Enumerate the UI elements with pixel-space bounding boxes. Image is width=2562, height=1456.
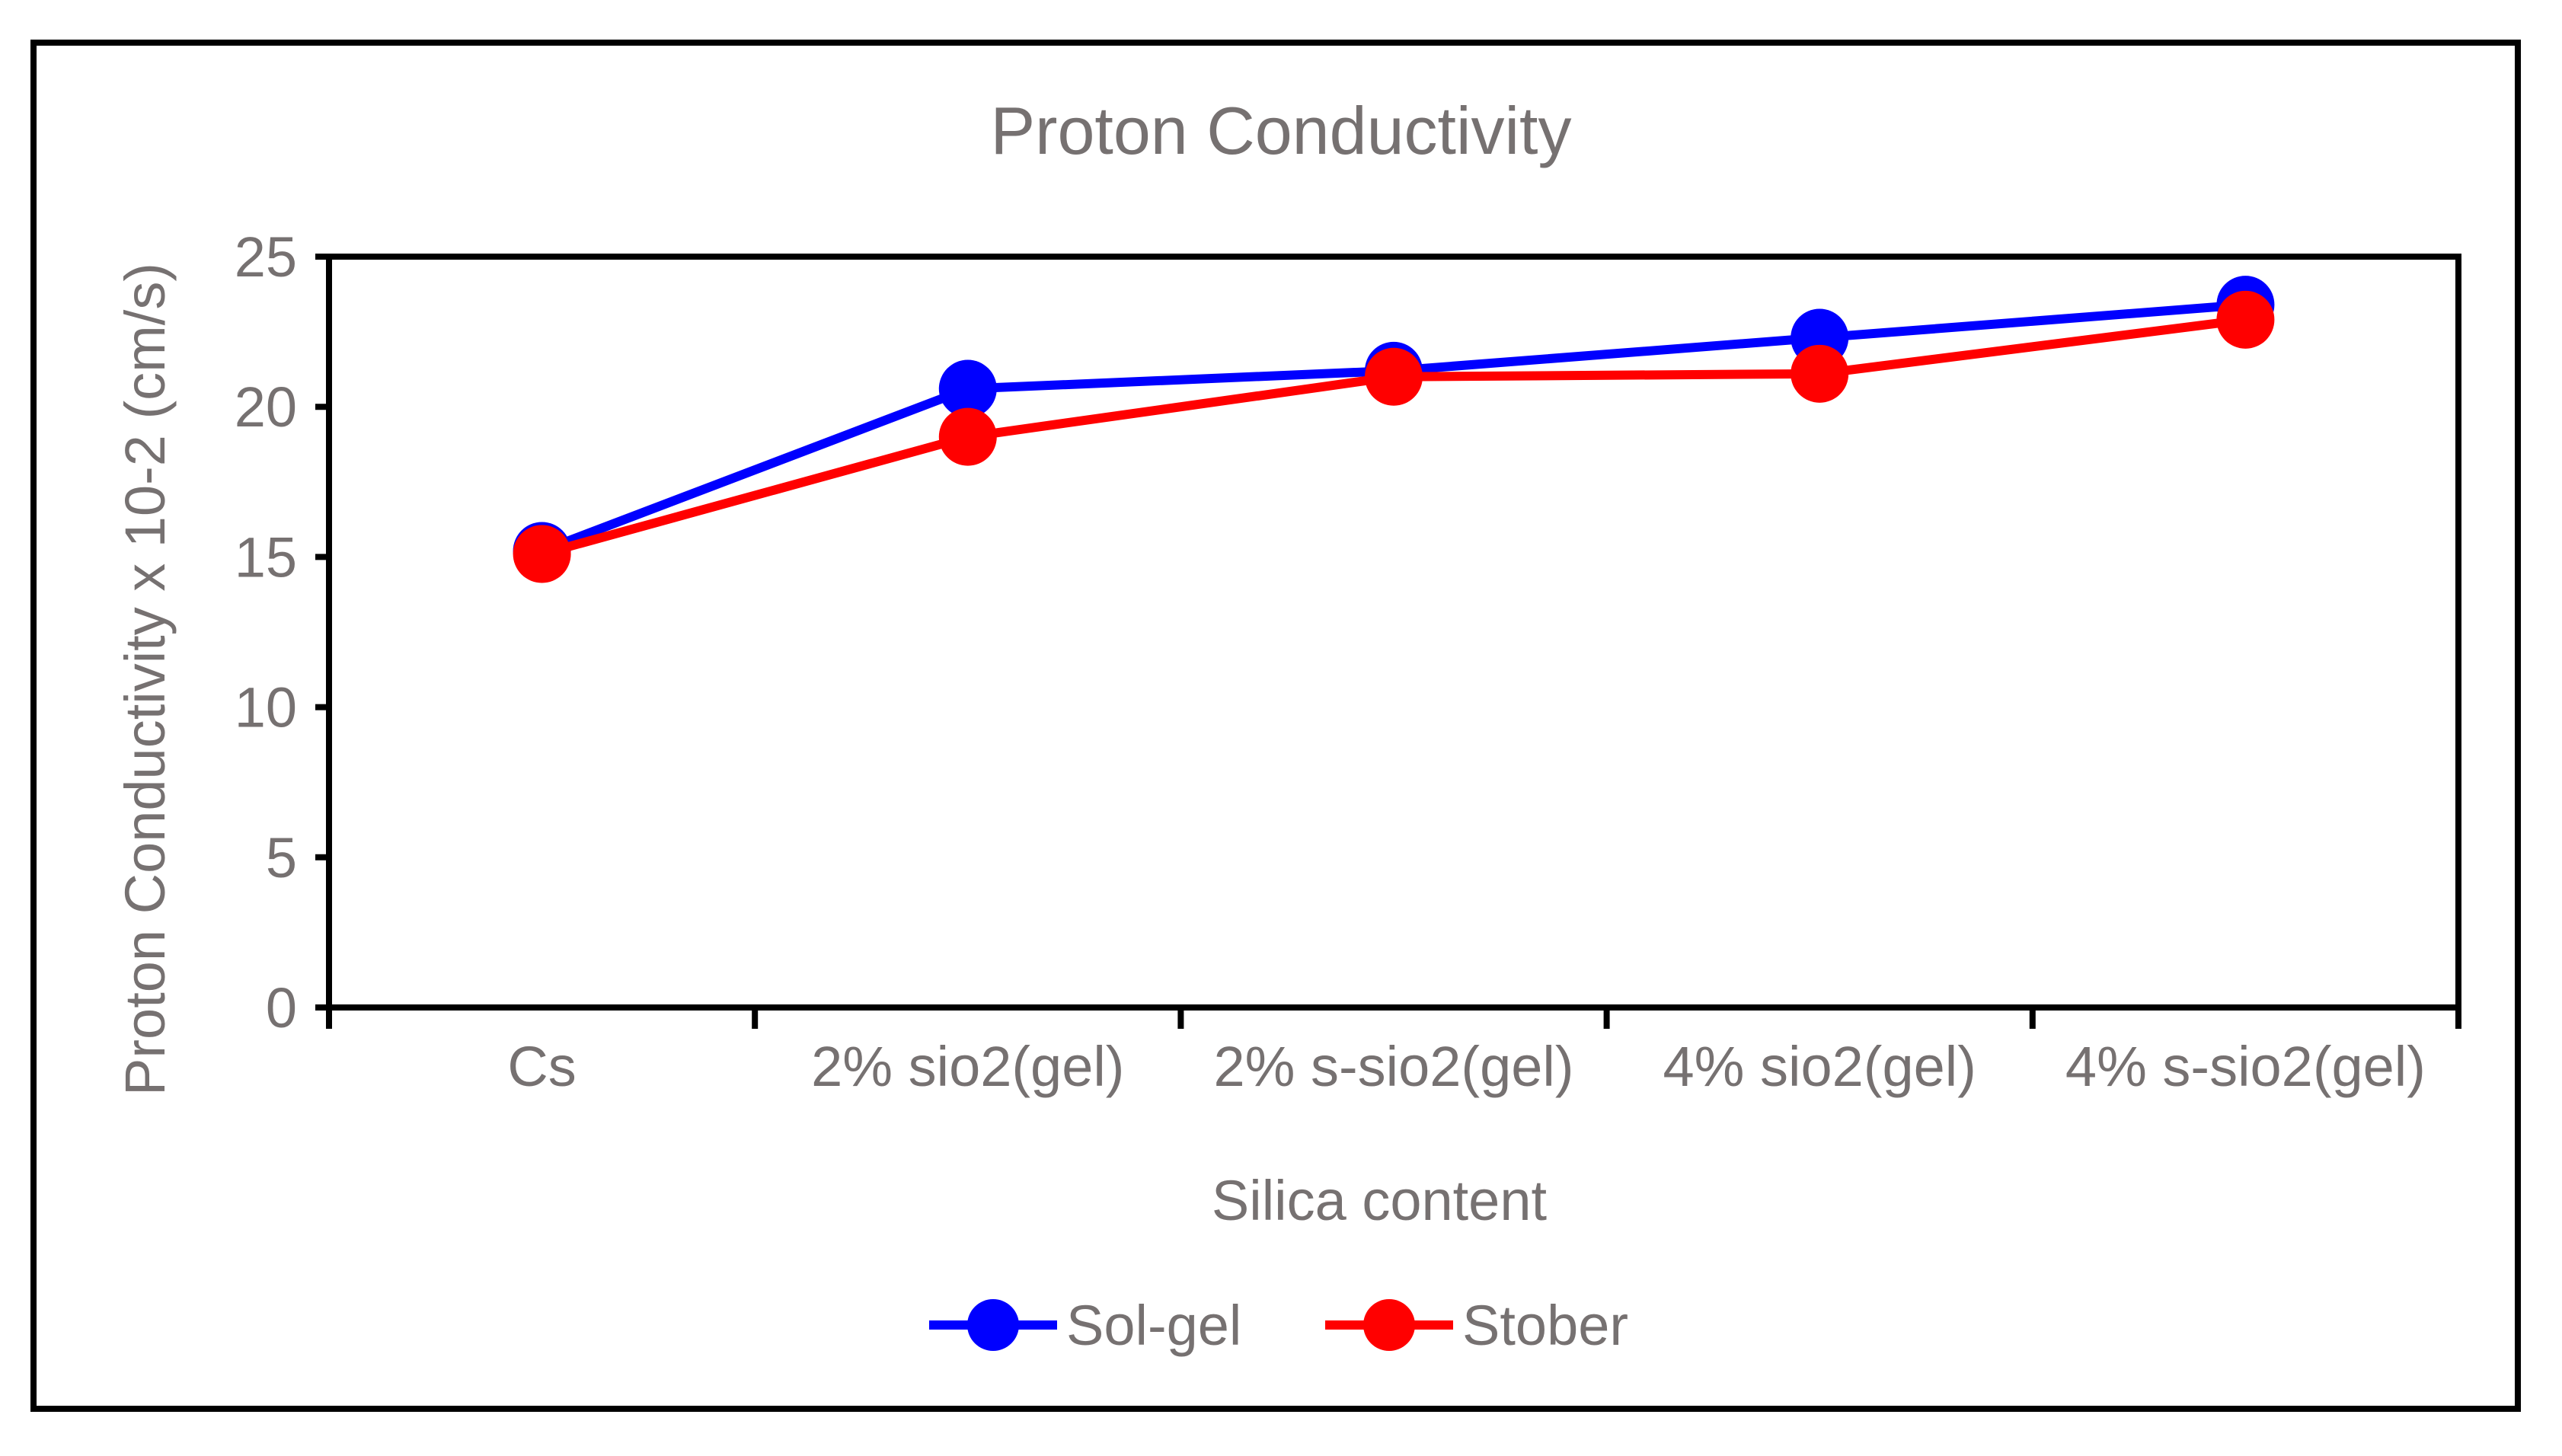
y-axis-title: Proton Conductivity x 10-2 (cm/s) bbox=[113, 263, 177, 1096]
x-tick-label: Cs bbox=[507, 1035, 576, 1098]
y-tick-label: 20 bbox=[235, 375, 297, 439]
data-point-sol-gel bbox=[938, 359, 997, 418]
chart-title: Proton Conductivity bbox=[990, 93, 1571, 168]
x-tick-label: 4% sio2(gel) bbox=[1663, 1035, 1976, 1098]
y-tick-label: 15 bbox=[235, 525, 297, 589]
y-tick-label: 0 bbox=[266, 976, 297, 1039]
y-tick-label: 25 bbox=[235, 225, 297, 289]
legend-label: Stober bbox=[1462, 1294, 1628, 1357]
data-point-stober bbox=[1365, 347, 1423, 406]
legend-marker bbox=[1363, 1299, 1415, 1351]
data-point-stober bbox=[938, 407, 997, 466]
chart-frame bbox=[30, 40, 2521, 1412]
x-tick-label: 2% sio2(gel) bbox=[811, 1035, 1124, 1098]
x-axis-title: Silica content bbox=[1212, 1169, 1548, 1232]
legend-label: Sol-gel bbox=[1066, 1294, 1241, 1357]
legend: Sol-gel Stober bbox=[929, 1294, 1628, 1357]
y-tick-label: 5 bbox=[266, 826, 297, 889]
legend-marker bbox=[967, 1299, 1019, 1351]
plot-area bbox=[326, 254, 2461, 1011]
data-point-stober bbox=[1791, 344, 1849, 403]
x-tick-label: 2% s-sio2(gel) bbox=[1214, 1035, 1574, 1098]
y-axis: 0 5 10 15 20 25 bbox=[235, 225, 329, 1039]
y-axis-title-group: Proton Conductivity x 10-2 (cm/s) bbox=[113, 263, 177, 1096]
y-tick-label: 10 bbox=[235, 676, 297, 739]
data-point-stober bbox=[2216, 290, 2275, 349]
series-layer bbox=[513, 276, 2275, 583]
series-line-sol-gel bbox=[540, 300, 2246, 556]
x-tick-label: 4% s-sio2(gel) bbox=[2065, 1035, 2426, 1098]
x-axis: Cs 2% sio2(gel) 2% s-sio2(gel) 4% sio2(gel)… bbox=[326, 1007, 2461, 1098]
data-point-stober bbox=[513, 525, 571, 583]
